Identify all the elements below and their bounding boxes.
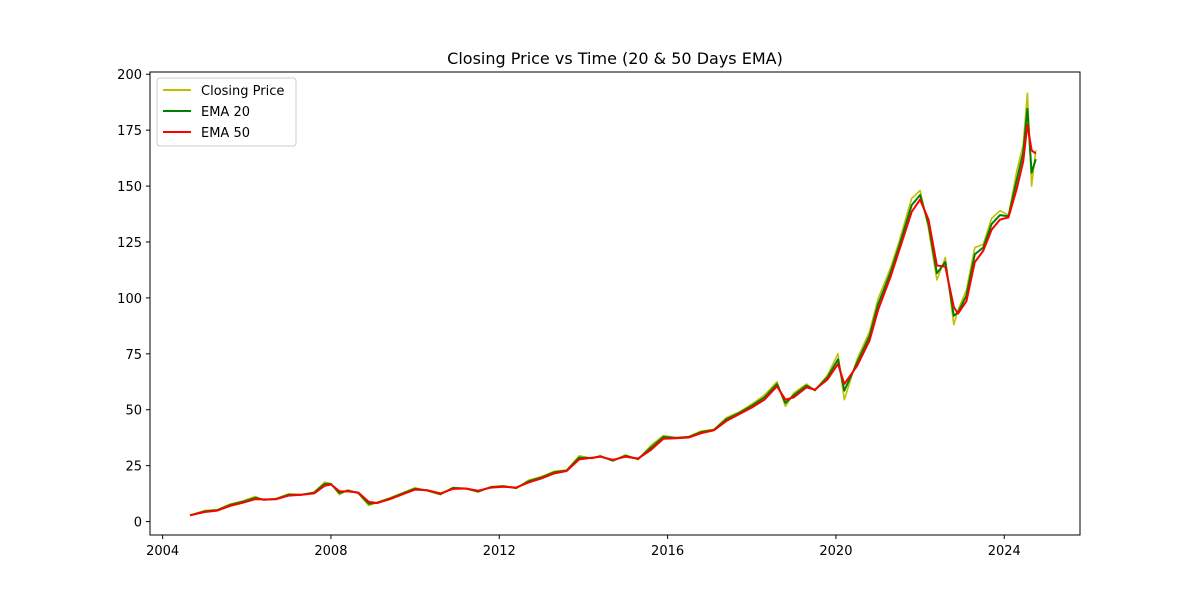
series-line-ema-50 (189, 123, 1037, 517)
y-tick-label: 0 (134, 516, 142, 531)
y-axis: 0 25 50 75 100 125 150 175 200 (117, 68, 150, 531)
y-tick-label: 150 (117, 180, 142, 195)
y-tick-label: 25 (125, 460, 142, 475)
x-tick-label: 2012 (483, 544, 516, 559)
x-axis: 2004 2008 2012 2016 2020 2024 (146, 535, 1021, 559)
y-tick-label: 200 (117, 68, 142, 83)
legend: Closing Price EMA 20 EMA 50 (156, 77, 297, 147)
chart-title: Closing Price vs Time (20 & 50 Days EMA) (447, 49, 783, 68)
x-tick-label: 2016 (651, 544, 684, 559)
legend-label: EMA 50 (201, 126, 250, 141)
x-tick-label: 2008 (314, 544, 347, 559)
legend-label: EMA 20 (201, 105, 250, 120)
series-line-closing-price (189, 92, 1037, 517)
x-tick-label: 2024 (988, 544, 1021, 559)
y-tick-label: 175 (117, 124, 142, 139)
x-tick-label: 2004 (146, 544, 179, 559)
y-tick-label: 50 (125, 404, 142, 419)
y-tick-label: 125 (117, 236, 142, 251)
y-tick-label: 75 (125, 348, 142, 363)
series-layer (189, 92, 1037, 517)
series-line-ema-20 (189, 107, 1037, 517)
y-tick-label: 100 (117, 292, 142, 307)
x-tick-label: 2020 (819, 544, 852, 559)
legend-box (156, 77, 297, 147)
legend-label: Closing Price (201, 84, 284, 99)
plot-frame (149, 71, 1081, 536)
